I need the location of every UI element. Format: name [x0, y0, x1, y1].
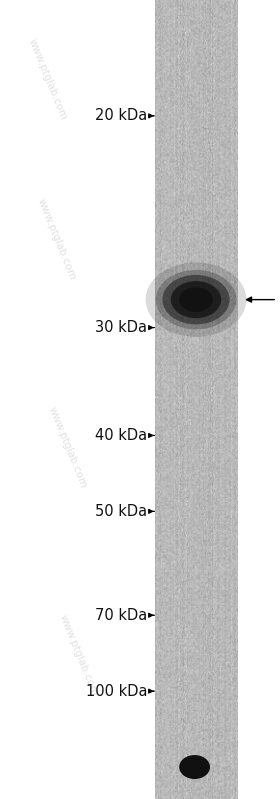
Text: www.ptglab.com: www.ptglab.com	[46, 405, 88, 490]
Ellipse shape	[162, 275, 230, 324]
Text: 20 kDa: 20 kDa	[95, 109, 147, 123]
Text: www.ptglab.com: www.ptglab.com	[27, 38, 69, 122]
Text: 70 kDa: 70 kDa	[95, 608, 147, 622]
Ellipse shape	[179, 287, 213, 312]
Ellipse shape	[146, 262, 246, 337]
Text: www.ptglab.com: www.ptglab.com	[57, 613, 99, 698]
Bar	[155, 0, 238, 799]
Text: 100 kDa: 100 kDa	[85, 684, 147, 698]
Text: 50 kDa: 50 kDa	[95, 504, 147, 519]
Text: 40 kDa: 40 kDa	[95, 428, 147, 443]
Ellipse shape	[171, 281, 221, 318]
Text: www.ptglab.com: www.ptglab.com	[35, 197, 77, 282]
Ellipse shape	[156, 270, 236, 329]
Ellipse shape	[179, 755, 210, 779]
Text: 30 kDa: 30 kDa	[95, 320, 147, 335]
